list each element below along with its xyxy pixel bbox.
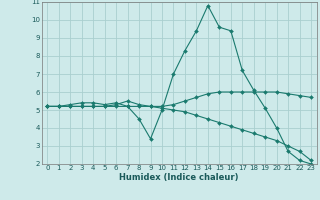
X-axis label: Humidex (Indice chaleur): Humidex (Indice chaleur) xyxy=(119,173,239,182)
